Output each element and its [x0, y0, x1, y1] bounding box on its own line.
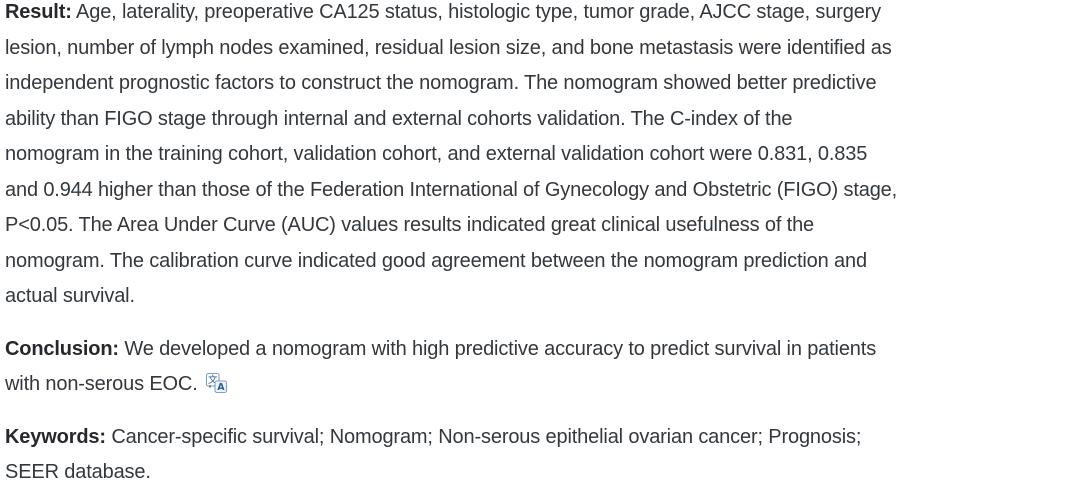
result-label: Result: — [5, 1, 72, 23]
keywords-label: Keywords: — [5, 425, 106, 448]
text-line: independent prognostic factors to constr… — [5, 72, 877, 94]
text-line: Conclusion: We developed a nomogram with… — [5, 332, 1074, 368]
text-line: Keywords: Cancer-specific survival; Nomo… — [5, 420, 1074, 456]
text-line: with non-serous EOC. 文 A — [5, 367, 1074, 403]
translate-icon[interactable]: 文 A — [205, 372, 228, 395]
text-line: SEER database. — [5, 461, 151, 483]
result-paragraph: Result: Age, laterality, preoperative CA… — [5, 0, 1074, 315]
text-line: lesion, number of lymph nodes examined, … — [5, 36, 892, 59]
text-line: and 0.944 higher than those of the Feder… — [5, 178, 898, 201]
text-line: actual survival. — [5, 285, 135, 307]
text-line: nomogram. The calibration curve indicate… — [5, 249, 867, 272]
keywords-paragraph: Keywords: Cancer-specific survival; Nomo… — [5, 420, 1074, 491]
conclusion-label: Conclusion: — [5, 337, 119, 360]
text-line-content: with non-serous EOC. — [5, 373, 198, 395]
conclusion-paragraph: Conclusion: We developed a nomogram with… — [5, 332, 1074, 403]
text-line-content: Age, laterality, preoperative CA125 stat… — [76, 1, 882, 23]
svg-text:文: 文 — [208, 374, 218, 386]
text-line: Result: Age, laterality, preoperative CA… — [5, 0, 1074, 31]
text-line: ability than FIGO stage through internal… — [5, 107, 793, 130]
text-line-content: Cancer-specific survival; Nomogram; Non-… — [111, 425, 862, 448]
text-line: P<0.05. The Area Under Curve (AUC) value… — [5, 214, 815, 236]
text-line: nomogram in the training cohort, validat… — [5, 143, 868, 165]
svg-text:A: A — [217, 382, 225, 393]
text-line-content: We developed a nomogram with high predic… — [124, 337, 877, 360]
